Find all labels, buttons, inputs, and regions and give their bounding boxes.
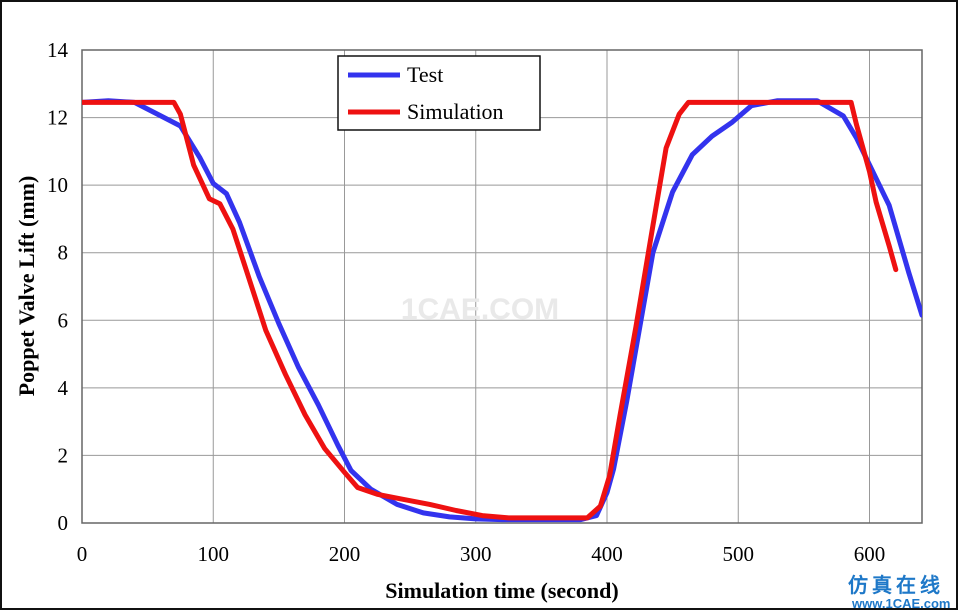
x-tick-label: 0 xyxy=(77,542,88,566)
y-tick-label: 0 xyxy=(58,511,69,535)
legend-label-test: Test xyxy=(407,62,443,87)
legend-box xyxy=(337,55,541,131)
x-tick-label: 100 xyxy=(198,542,230,566)
y-tick-label: 12 xyxy=(47,106,68,130)
y-tick-label: 10 xyxy=(47,173,68,197)
y-tick-label: 2 xyxy=(58,443,69,467)
series-line-simulation xyxy=(82,99,899,521)
watermark-corner-cn: 仿真在线 xyxy=(848,573,944,597)
watermark-center: 1CAE.COM xyxy=(401,293,559,326)
y-tick-label: 14 xyxy=(47,38,69,62)
x-axis-ticks: 0 100 200 300 400 500 600 xyxy=(77,542,886,566)
plot-area xyxy=(81,49,923,524)
legend-label-simulation: Simulation xyxy=(407,99,504,124)
watermark-corner-url: www.1CAE.com xyxy=(851,596,950,611)
legend: Test Simulation xyxy=(337,55,541,131)
y-tick-label: 6 xyxy=(58,308,69,332)
y-tick-label: 8 xyxy=(58,241,69,265)
x-tick-label: 300 xyxy=(460,542,492,566)
x-axis-title: Simulation time (second) xyxy=(385,578,618,603)
y-axis-ticks: 0 2 4 6 8 10 12 14 xyxy=(47,38,69,535)
x-tick-label: 200 xyxy=(329,542,361,566)
y-tick-label: 4 xyxy=(58,376,69,400)
x-tick-label: 600 xyxy=(854,542,886,566)
x-tick-label: 500 xyxy=(723,542,755,566)
y-axis-title: Poppet Valve Lift (mm) xyxy=(14,176,39,397)
series-layer xyxy=(82,98,922,523)
x-tick-label: 400 xyxy=(591,542,623,566)
